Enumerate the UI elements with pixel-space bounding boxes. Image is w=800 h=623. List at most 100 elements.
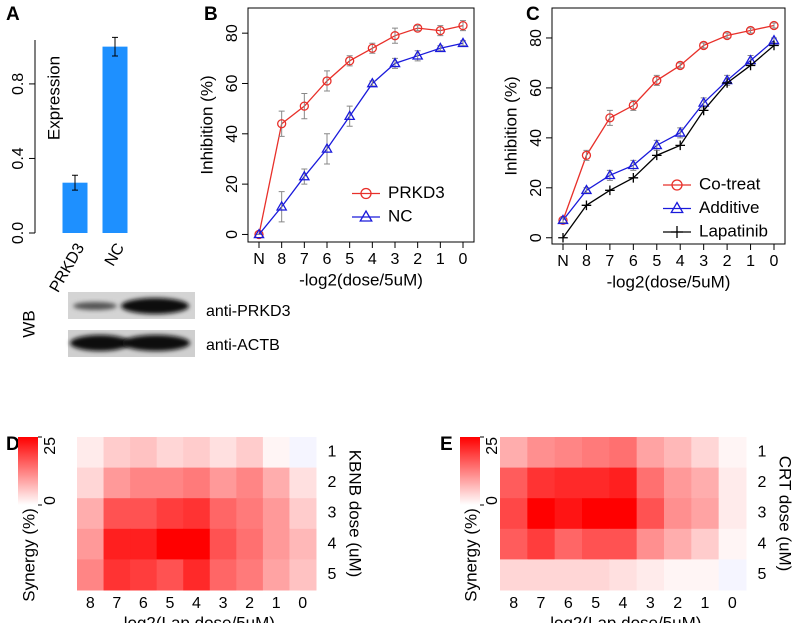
blot-row-label: anti-ACTB — [206, 337, 280, 354]
x-tick-label: 3 — [391, 251, 400, 268]
marker — [745, 60, 756, 71]
heatmap-cell — [77, 559, 105, 591]
x-tick-label: 2 — [245, 595, 254, 612]
heatmap-cell — [236, 528, 264, 560]
heatmap-cell — [609, 559, 638, 591]
marker — [558, 232, 568, 243]
colorbar-tick-label: 25 — [42, 437, 59, 455]
marker — [413, 23, 423, 33]
error-bar — [677, 62, 684, 69]
marker — [698, 105, 709, 116]
heatmap-cell — [289, 528, 317, 560]
panel-letter: E — [440, 434, 453, 455]
x-tick-label: 5 — [345, 251, 354, 268]
x-tick-label: 7 — [112, 595, 121, 612]
x-tick-label: 3 — [646, 595, 655, 612]
bar — [62, 182, 88, 233]
marker — [769, 20, 779, 31]
heatmap-cell — [103, 437, 131, 469]
x-tick-label: 1 — [436, 251, 445, 268]
y-axis-label: Inhibition (%) — [501, 76, 520, 175]
x-tick-label: 5 — [165, 595, 174, 612]
error-bar — [747, 27, 754, 34]
marker — [359, 209, 373, 222]
heatmap-cell — [691, 528, 720, 560]
heatmap-cell — [664, 467, 692, 499]
heatmap-cell — [609, 528, 638, 560]
marker — [580, 184, 593, 195]
heatmap-cell — [582, 559, 610, 591]
y-tick-label: 0 — [224, 230, 241, 239]
x-tick-label: 5 — [591, 595, 600, 612]
panel-letter: D — [6, 434, 20, 455]
heatmap-cell — [636, 559, 665, 591]
heatmap-cell — [130, 467, 158, 499]
heatmap-cell — [183, 559, 211, 591]
x-tick-label: 6 — [139, 595, 148, 612]
y-tick-label: 0.8 — [10, 73, 27, 95]
marker — [343, 110, 356, 121]
heatmap-cell — [636, 528, 665, 560]
error-bar — [724, 32, 731, 39]
heatmap-cell — [156, 437, 184, 469]
series-line — [562, 39, 775, 221]
marker — [389, 57, 401, 68]
error-bar — [346, 105, 353, 127]
marker — [581, 200, 592, 211]
heatmap-cell — [103, 498, 131, 530]
marker — [651, 150, 662, 161]
y-tick-label: 4 — [758, 535, 767, 552]
western-blot — [68, 292, 195, 357]
marker — [671, 226, 683, 238]
blot-row-label: anti-PRKD3 — [206, 303, 291, 320]
x-tick-label: 0 — [728, 595, 737, 612]
colorbar-label: Synergy (%) — [19, 508, 38, 602]
heatmap-cell — [236, 498, 264, 530]
heatmap-cell — [156, 467, 184, 499]
heatmap-cell — [582, 498, 610, 530]
heatmap-cell — [103, 528, 131, 560]
marker — [627, 159, 640, 170]
heatmap-cell — [718, 437, 747, 469]
heatmap-cell — [183, 467, 211, 499]
error-bar — [324, 70, 330, 92]
x-tick-label: 1 — [272, 595, 281, 612]
x-tick-label: 6 — [629, 253, 638, 270]
heatmap-cell — [77, 467, 105, 499]
heatmap-cell — [183, 437, 211, 469]
x-tick-label: 1 — [701, 595, 710, 612]
marker — [675, 140, 686, 151]
heatmap-cell — [636, 498, 665, 530]
x-axis-label: -log2(dose/5uM) — [299, 270, 423, 289]
y-axis-label: Inhibition (%) — [197, 75, 216, 174]
marker — [434, 42, 447, 53]
heatmap-cell — [103, 559, 131, 591]
marker — [604, 169, 616, 180]
marker — [277, 119, 287, 129]
marker — [253, 228, 265, 239]
legend-label: Lapatinib — [699, 221, 768, 240]
y-tick-label: 20 — [528, 179, 545, 197]
heatmap-cell — [289, 437, 317, 469]
error-bar — [771, 22, 777, 29]
x-tick-label: 0 — [770, 253, 779, 270]
heatmap-cell — [664, 437, 692, 469]
heatmap-cell — [262, 437, 290, 469]
blot-band — [122, 335, 190, 351]
marker — [675, 60, 685, 71]
y-tick-label: 80 — [528, 29, 545, 47]
y-tick-label: 5 — [328, 566, 337, 583]
heatmap-cell — [691, 467, 720, 499]
y-tick-label: 2 — [328, 474, 337, 491]
y-tick-label: 4 — [328, 535, 337, 552]
heatmap-cell — [262, 467, 290, 499]
heatmap-cell — [500, 467, 528, 499]
heatmap-cell — [609, 437, 638, 469]
heatmap-cell — [77, 528, 105, 560]
error-bar — [72, 174, 78, 191]
marker — [605, 113, 615, 123]
marker — [411, 49, 424, 60]
heatmap-cell — [156, 498, 184, 530]
legend-label: Additive — [699, 198, 759, 217]
